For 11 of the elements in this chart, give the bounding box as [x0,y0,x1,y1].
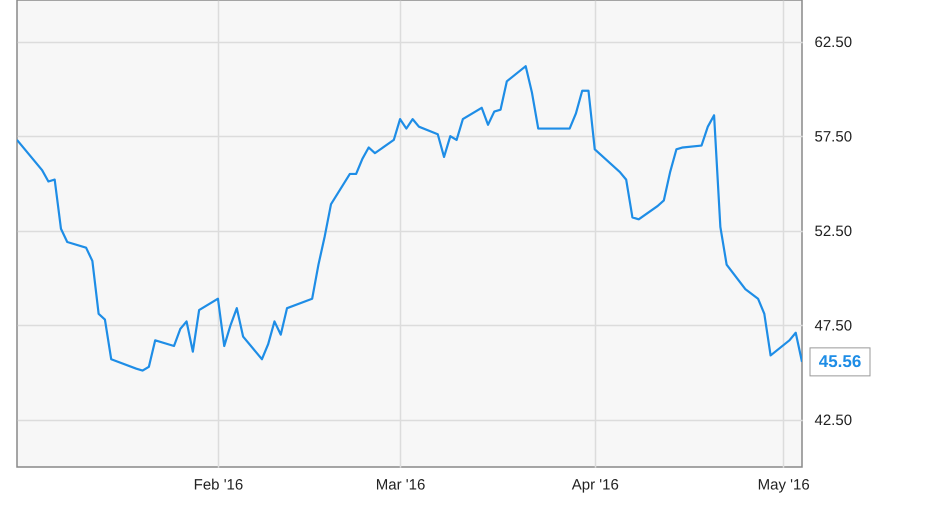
y-tick-label: 47.50 [814,318,852,335]
x-tick-label: May '16 [758,476,810,494]
x-tick-label: Feb '16 [194,476,244,494]
y-tick-label: 62.50 [814,34,852,52]
line-series [17,65,802,372]
y-tick-label: 57.50 [814,128,852,146]
data-label: 45.56 [818,352,862,371]
x-tick-label: Apr '16 [572,476,619,494]
y-tick-label: 42.50 [814,412,852,430]
x-tick-label: Mar '16 [376,476,426,494]
y-tick-label: 52.50 [814,223,852,240]
